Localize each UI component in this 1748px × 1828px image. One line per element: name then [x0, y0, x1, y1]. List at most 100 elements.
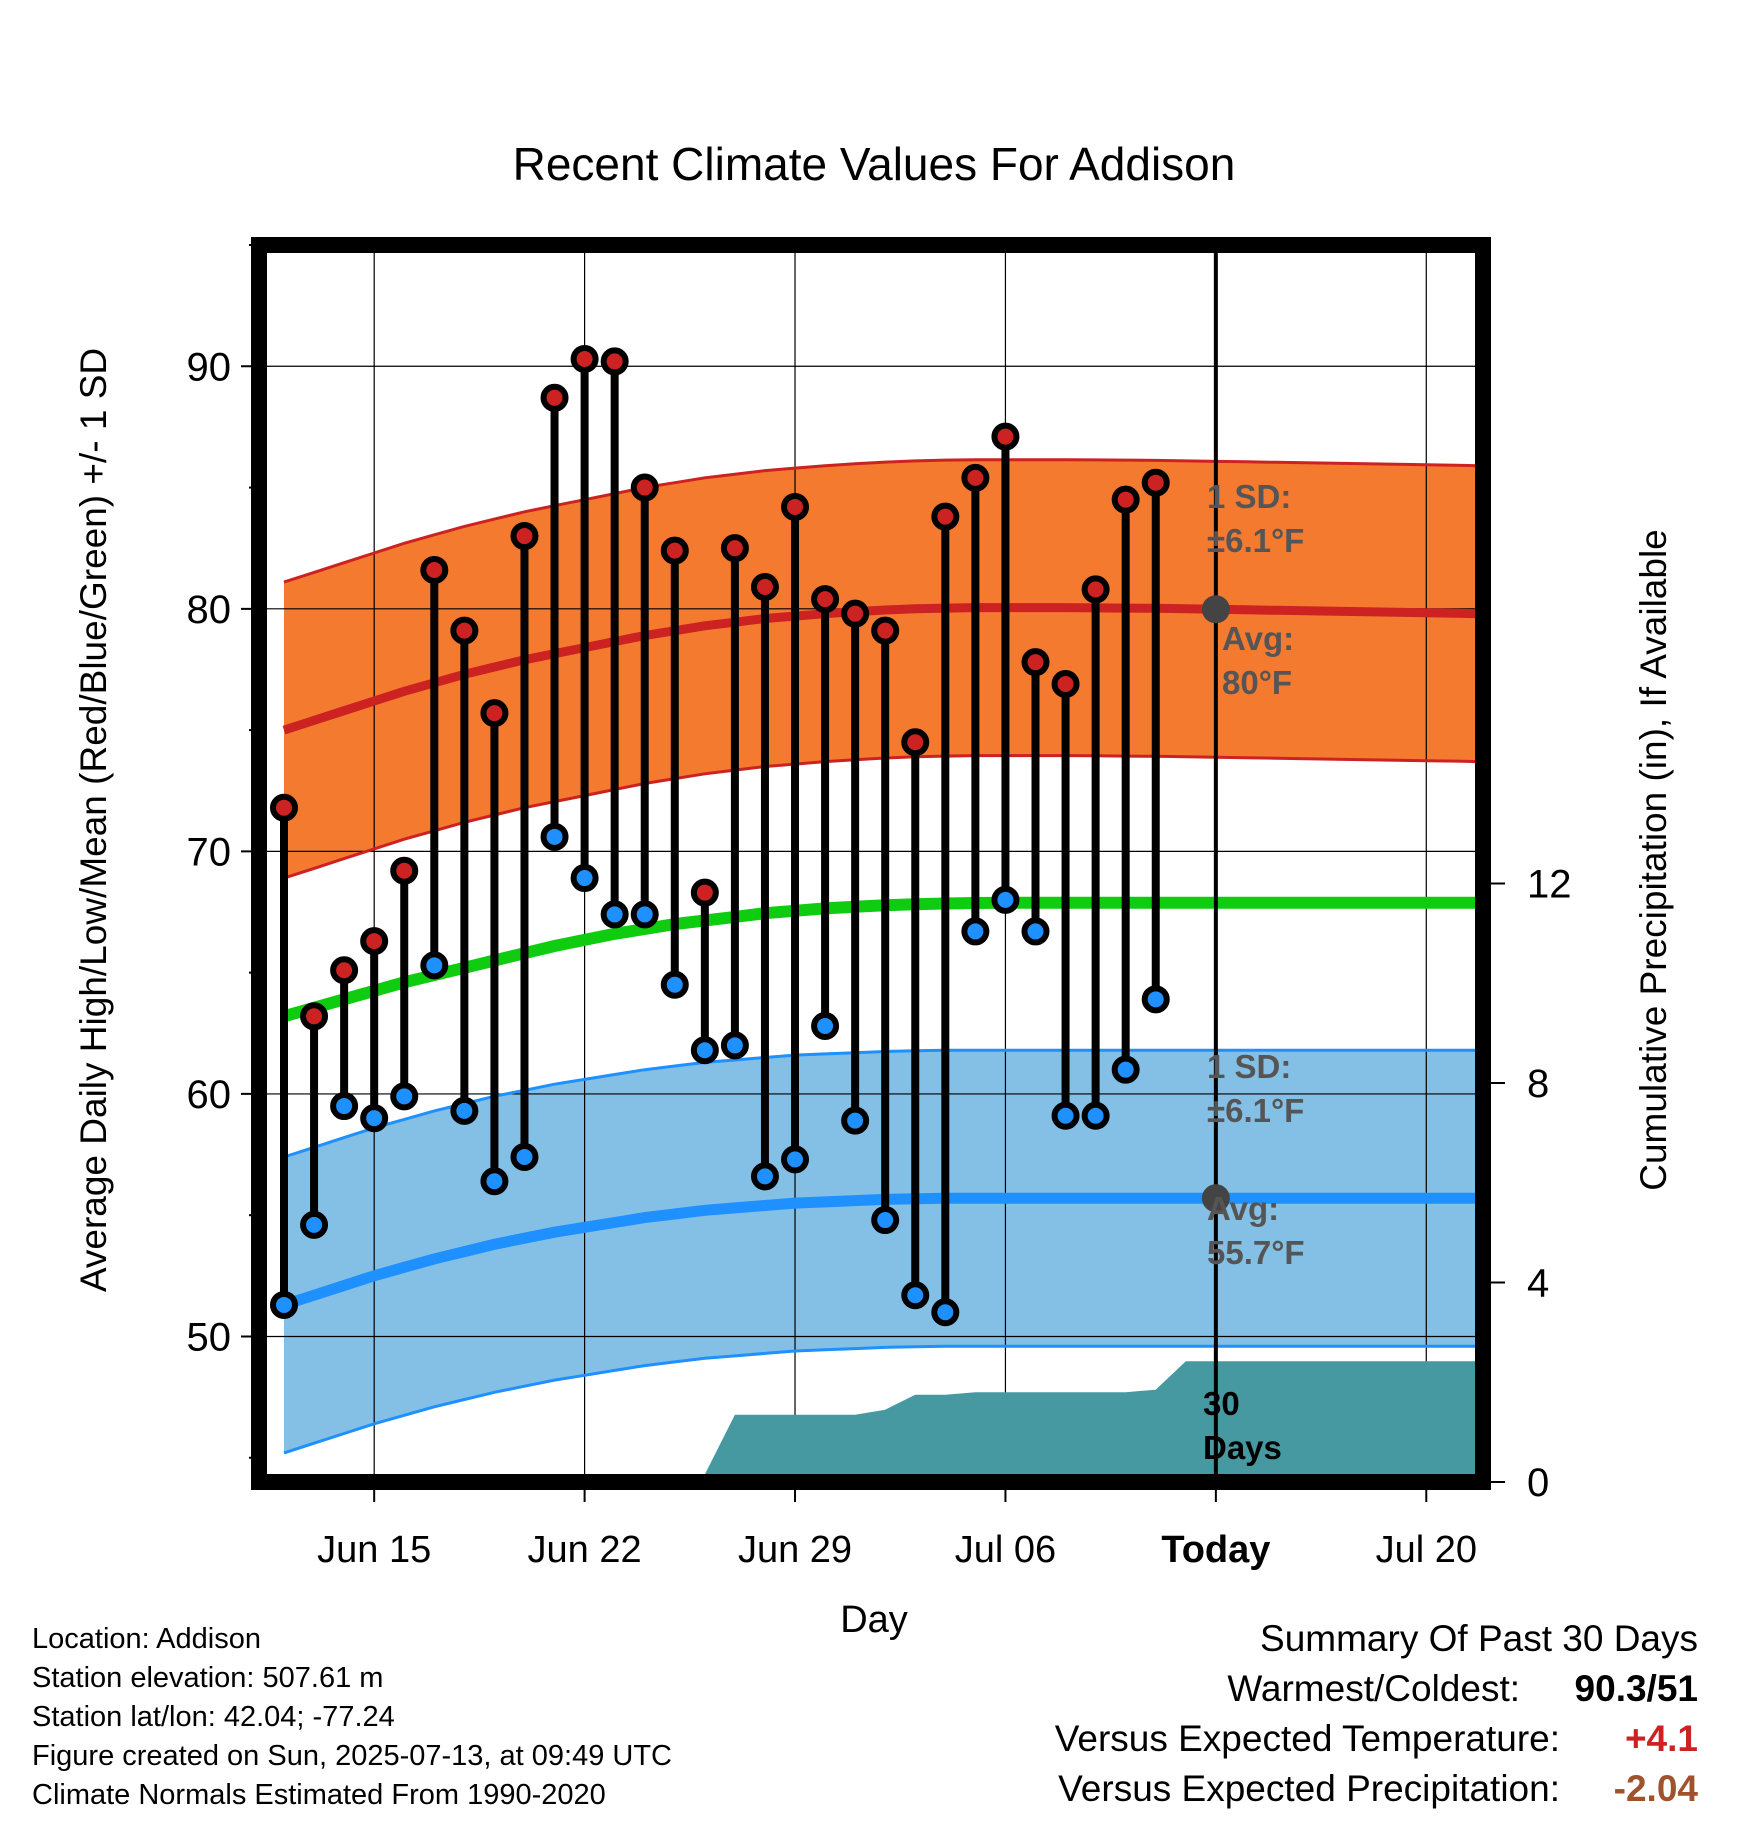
daily-low-point — [811, 1012, 840, 1041]
high-sd-value: ±6.1°F — [1207, 522, 1304, 559]
daily-high-point — [450, 616, 479, 645]
daily-low-point — [600, 900, 629, 929]
y2-axis-label: Cumulative Precipitation (in), If Availa… — [1633, 529, 1674, 1191]
daily-low-point — [991, 885, 1020, 914]
y-axis-label: Average Daily High/Low/Mean (Red/Blue/Gr… — [73, 348, 114, 1292]
high-plus-sd-edge — [283, 458, 1481, 584]
daily-high-point — [1141, 468, 1170, 497]
normal-high-line — [282, 603, 1481, 735]
low-sd-band — [284, 1050, 1480, 1453]
plot-frame — [251, 237, 1491, 1490]
daily-high-point — [420, 556, 449, 585]
x-axis-label: Day — [840, 1599, 908, 1641]
daily-high-point — [1051, 670, 1080, 699]
daily-high-point — [690, 878, 719, 907]
daily-high-point — [270, 793, 298, 822]
daily-low-point — [420, 951, 449, 980]
y-tick-label: 50 — [187, 1315, 232, 1359]
y-tick-label: 70 — [187, 830, 232, 874]
low-avg-value: 55.7°F — [1207, 1234, 1305, 1271]
daily-low-point — [901, 1281, 930, 1310]
low-minus-sd-edge — [283, 1344, 1480, 1455]
location-text: Location: Addison — [32, 1623, 261, 1655]
daily-low-point — [871, 1206, 900, 1235]
daily-high-point — [1021, 648, 1050, 677]
normals-text: Climate Normals Estimated From 1990-2020 — [32, 1779, 606, 1811]
daily-high-point — [510, 522, 539, 551]
station-info: Location: Addison Station elevation: 507… — [32, 1620, 672, 1815]
daily-low-point — [720, 1031, 749, 1060]
summary-temp-row: Versus Expected Temperature: +4.1 — [1055, 1714, 1698, 1764]
daily-high-point — [750, 572, 779, 601]
precip-window-label: 30 — [1203, 1385, 1240, 1422]
daily-high-point — [360, 927, 389, 956]
cumulative-precip-area — [284, 1361, 1480, 1482]
daily-high-point — [300, 1002, 329, 1031]
low-avg-label: Avg: — [1207, 1190, 1279, 1227]
x-tick-label: Jun 29 — [738, 1529, 852, 1571]
daily-high-point — [480, 699, 509, 728]
high-avg-value: 80°F — [1222, 664, 1292, 701]
daily-low-point — [630, 900, 659, 929]
x-tick-label: Jul 20 — [1376, 1529, 1477, 1571]
low-avg-marker — [1201, 1184, 1230, 1213]
daily-high-point — [660, 536, 689, 565]
daily-high-point — [841, 599, 870, 628]
x-tick-label: Jun 15 — [317, 1529, 431, 1571]
y-tick-label: 90 — [187, 345, 232, 389]
x-tick-label: Jul 06 — [955, 1529, 1056, 1571]
daily-high-point — [720, 534, 749, 563]
summary-warmest-row: Warmest/Coldest: 90.3/51 — [1055, 1664, 1698, 1714]
high-sd-label: 1 SD: — [1207, 478, 1291, 515]
daily-high-point — [540, 383, 569, 412]
daily-low-point — [1081, 1101, 1110, 1130]
daily-high-point — [630, 473, 659, 502]
daily-high-point — [600, 347, 629, 376]
y2-tick-label: 0 — [1527, 1461, 1549, 1505]
daily-low-point — [1111, 1055, 1140, 1084]
daily-low-point — [1141, 985, 1170, 1014]
daily-low-point — [660, 970, 689, 999]
x-tick-label: Today — [1161, 1529, 1270, 1571]
y2-tick-label: 12 — [1527, 862, 1572, 906]
daily-low-point — [540, 822, 569, 851]
chart-title: Recent Climate Values For Addison — [513, 138, 1236, 190]
low-sd-value: ±6.1°F — [1207, 1092, 1304, 1129]
elevation-text: Station elevation: 507.61 m — [32, 1662, 384, 1694]
daily-high-point — [961, 463, 990, 492]
summary-panel: Summary Of Past 30 Days Warmest/Coldest:… — [1055, 1614, 1698, 1814]
precip-value: -2.04 — [1613, 1768, 1698, 1809]
daily-low-point — [1051, 1101, 1080, 1130]
y-tick-label: 80 — [187, 588, 232, 632]
daily-low-point — [570, 864, 599, 893]
daily-low-point — [270, 1290, 298, 1319]
y-tick-label: 60 — [187, 1073, 232, 1117]
daily-high-point — [931, 502, 960, 531]
warmest-value: 90.3/51 — [1574, 1668, 1698, 1709]
created-text: Figure created on Sun, 2025-07-13, at 09… — [32, 1740, 672, 1772]
daily-low-point — [750, 1162, 779, 1191]
daily-low-point — [931, 1298, 960, 1327]
x-tick-label: Jun 22 — [528, 1529, 642, 1571]
daily-high-point — [811, 585, 840, 614]
daily-low-point — [390, 1082, 419, 1111]
daily-low-point — [450, 1096, 479, 1125]
daily-high-point — [330, 956, 359, 985]
daily-low-point — [1021, 917, 1050, 946]
daily-low-point — [961, 917, 990, 946]
temp-value: +4.1 — [1624, 1718, 1698, 1759]
daily-high-point — [871, 616, 900, 645]
daily-high-point — [1111, 485, 1140, 514]
precip-label: Versus Expected Precipitation: — [1058, 1768, 1560, 1809]
low-sd-label: 1 SD: — [1207, 1048, 1291, 1085]
daily-high-point — [781, 492, 810, 521]
high-avg-marker — [1201, 595, 1230, 624]
temp-label: Versus Expected Temperature: — [1054, 1718, 1560, 1759]
daily-high-point — [1081, 575, 1110, 604]
daily-low-point — [841, 1106, 870, 1135]
daily-low-point — [690, 1036, 719, 1065]
daily-high-point — [390, 856, 419, 885]
summary-title-row: Summary Of Past 30 Days — [1055, 1614, 1698, 1664]
high-avg-label: Avg: — [1222, 620, 1294, 657]
